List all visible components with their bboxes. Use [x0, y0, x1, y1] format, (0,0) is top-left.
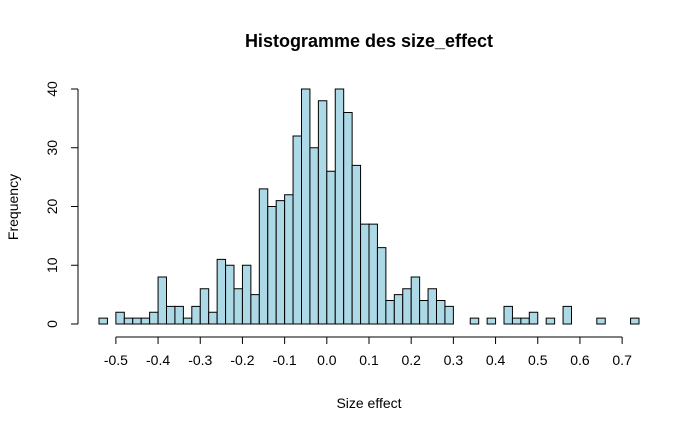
- histogram-bar: [444, 305, 454, 325]
- histogram-bar: [157, 276, 167, 325]
- histogram-bar: [250, 294, 260, 325]
- histogram-bar: [301, 88, 311, 325]
- y-axis-label: Frequency: [5, 174, 21, 240]
- histogram-bar: [182, 317, 193, 325]
- histogram-bar: [402, 288, 412, 325]
- histogram-bar: [596, 317, 606, 325]
- histogram-bar: [436, 300, 446, 325]
- histogram-bar: [166, 305, 176, 325]
- chart-title: Histogramme des size_effect: [245, 31, 493, 51]
- histogram-bar: [520, 317, 530, 325]
- histogram-bar: [225, 264, 235, 325]
- histogram-bar: [343, 112, 353, 325]
- histogram-bar: [241, 264, 252, 325]
- histogram-bar: [292, 135, 302, 325]
- histogram-bar: [630, 317, 640, 325]
- x-tick-label: -0.3: [188, 352, 212, 368]
- y-tick-label: 10: [44, 257, 60, 273]
- histogram-bar: [360, 223, 370, 325]
- x-tick-label: 0.1: [359, 352, 379, 368]
- x-tick-label: 0.6: [570, 352, 590, 368]
- histogram-bar: [284, 194, 294, 325]
- histogram-bar: [562, 305, 572, 325]
- histogram-bar: [511, 317, 522, 325]
- histogram-bar: [216, 258, 227, 325]
- histogram-bar: [469, 317, 480, 325]
- histogram-bar: [528, 311, 539, 325]
- histogram-bar: [191, 305, 201, 325]
- histogram-bar: [233, 288, 243, 325]
- histogram-bar: [309, 147, 319, 325]
- histogram-bar: [486, 317, 497, 325]
- x-tick-label: -0.1: [273, 352, 297, 368]
- histogram-bar: [98, 317, 108, 325]
- histogram-bar: [326, 170, 336, 325]
- histogram-bar: [427, 288, 437, 325]
- histogram-bar: [140, 317, 151, 325]
- histogram-bar: [545, 317, 556, 325]
- histogram-bar: [123, 317, 134, 325]
- histogram-bar: [267, 206, 277, 325]
- x-axis-label: Size effect: [336, 395, 401, 411]
- histogram-bar: [275, 200, 286, 325]
- y-tick-label: 40: [44, 81, 60, 97]
- histogram-bar: [258, 188, 269, 325]
- histogram-bar: [208, 311, 218, 325]
- x-axis: -0.5 -0.4 -0.3 -0.2 -0.1 0.0 0.1 0.2 0.3 0.4 0.5 0.…: [104, 336, 632, 368]
- y-tick-label: 20: [44, 199, 60, 215]
- x-tick-label: 0.3: [444, 352, 464, 368]
- histogram-bar: [393, 294, 404, 325]
- x-tick-label: 0.0: [317, 352, 337, 368]
- histogram-bar: [376, 247, 387, 325]
- histogram-bar: [385, 300, 395, 325]
- histogram-bar: [174, 305, 184, 325]
- y-axis: 0 10 20 30 40: [44, 81, 79, 328]
- x-tick-label: 0.2: [401, 352, 421, 368]
- histogram-bar: [334, 88, 345, 325]
- x-tick-label: -0.4: [146, 352, 170, 368]
- histogram-bar: [115, 311, 125, 325]
- histogram-bar: [132, 317, 142, 325]
- y-tick-label: 0: [44, 320, 60, 328]
- x-tick-label: -0.2: [230, 352, 254, 368]
- x-tick-label: 0.7: [612, 352, 632, 368]
- histogram-bar: [410, 276, 421, 325]
- histogram-bar: [149, 311, 159, 325]
- x-tick-label: 0.5: [528, 352, 548, 368]
- histogram-bar: [368, 223, 378, 325]
- histogram-bar: [351, 164, 362, 325]
- bars-group: [98, 88, 640, 325]
- histogram-bar: [419, 300, 429, 325]
- y-tick-label: 30: [44, 140, 60, 156]
- x-tick-label: 0.4: [486, 352, 506, 368]
- x-tick-label: -0.5: [104, 352, 128, 368]
- histogram-bar: [503, 305, 513, 325]
- histogram-bar: [317, 100, 328, 325]
- histogram-bar: [199, 288, 210, 325]
